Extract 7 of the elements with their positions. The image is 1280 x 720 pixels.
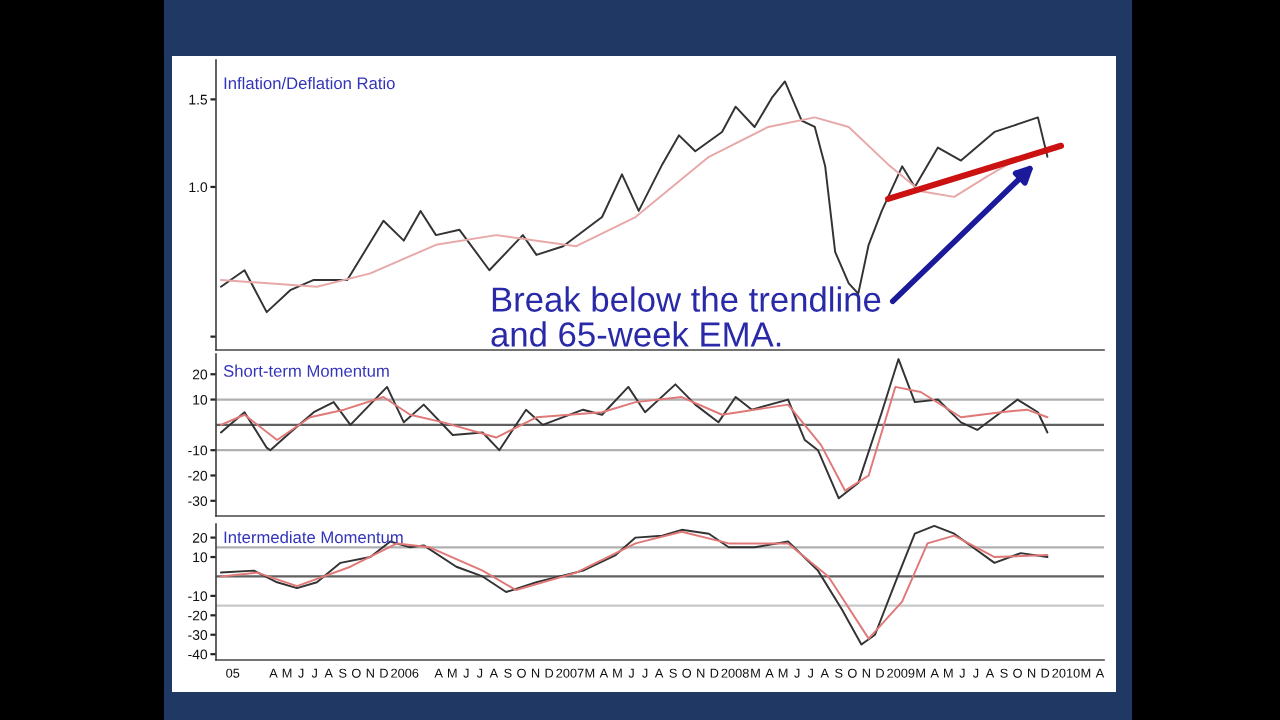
chart-title: Intermediate Momentum	[224, 530, 403, 544]
annotation: Break below the trendline and 65-week EMA.	[491, 286, 881, 347]
line-series	[220, 385, 1049, 492]
line-series	[220, 80, 1049, 314]
text: Inflation/Deflation Ratio	[224, 76, 395, 90]
line-series	[220, 358, 1049, 500]
text: Short-term Momentum	[223, 364, 389, 377]
